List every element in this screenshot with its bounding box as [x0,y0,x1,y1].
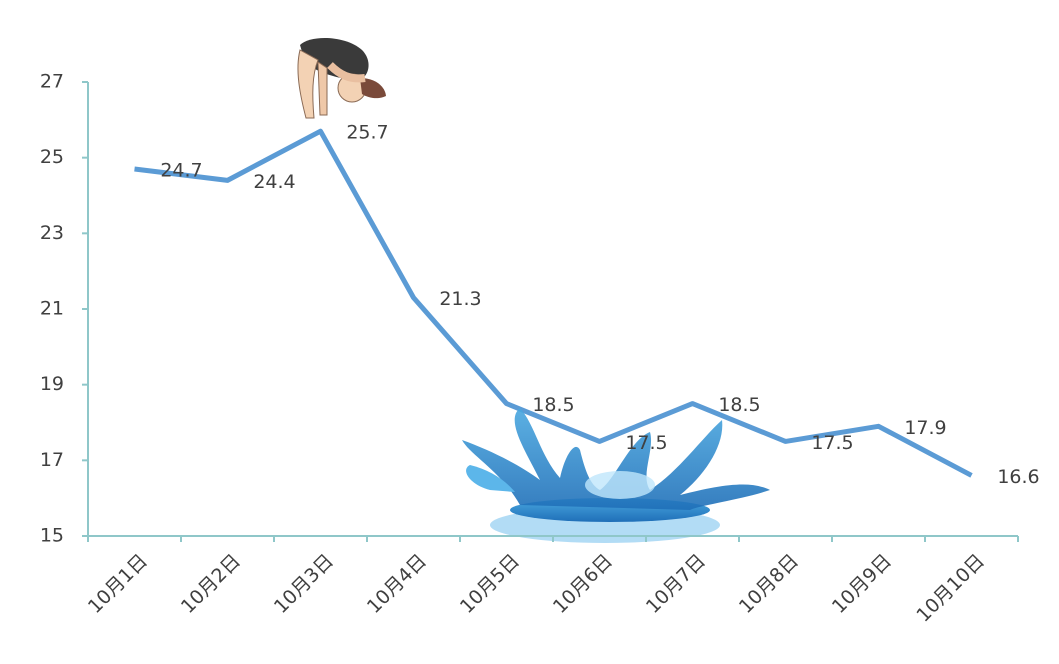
data-label: 18.5 [532,394,574,416]
data-line [134,128,973,478]
x-tick-label: 10月4日 [363,550,431,618]
x-tick-label: 10月3日 [270,550,338,618]
y-tick-label: 19 [40,373,64,395]
x-tick-label: 10月1日 [84,550,152,618]
x-tick-label: 10月10日 [912,550,989,627]
data-label: 24.7 [160,160,202,182]
data-label: 25.7 [346,122,388,144]
diver-decoration [297,38,386,119]
y-tick-label: 21 [40,298,64,320]
data-label: 16.6 [997,466,1039,488]
data-label: 17.5 [625,432,667,454]
y-tick-label: 23 [40,222,64,244]
x-tick-label: 10月6日 [549,550,617,618]
x-tick-label: 10月7日 [642,550,710,618]
y-tick-label: 27 [40,71,64,93]
data-label: 17.5 [811,432,853,454]
data-label: 18.5 [718,394,760,416]
y-tick-label: 15 [40,525,64,547]
x-tick-label: 10月5日 [456,550,524,618]
x-tick-label: 10月2日 [177,550,245,618]
y-tick-label: 25 [40,146,64,168]
data-label: 17.9 [904,417,946,439]
y-tick-label: 17 [40,449,64,471]
splash-decoration [462,408,770,543]
x-tick-label: 10月8日 [735,550,803,618]
data-label: 24.4 [253,171,295,193]
data-label: 21.3 [439,288,481,310]
x-tick-label: 10月9日 [828,550,896,618]
